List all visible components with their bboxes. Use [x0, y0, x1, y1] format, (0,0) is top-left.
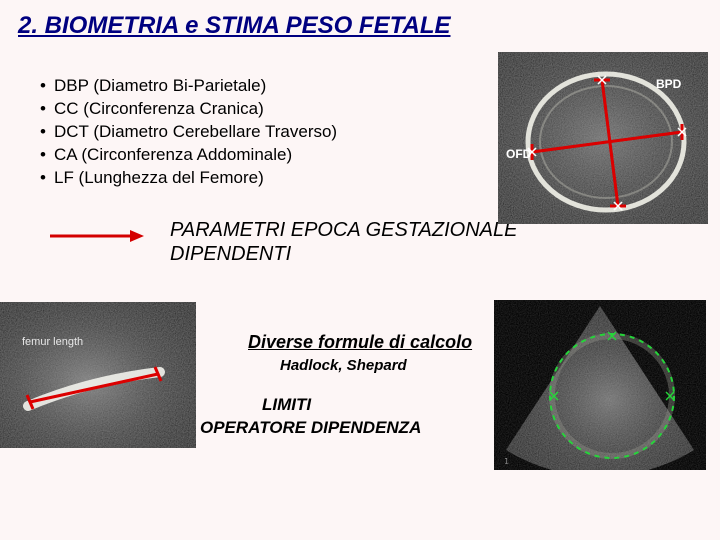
slide-title: 2. BIOMETRIA e STIMA PESO FETALE: [0, 0, 720, 40]
bullet-lf: •LF (Lunghezza del Femore): [40, 167, 337, 190]
ultrasound-femur-image: femur length: [0, 302, 196, 448]
bullet-cc-text: CC (Circonferenza Cranica): [54, 99, 264, 118]
bullet-ca: •CA (Circonferenza Addominale): [40, 144, 337, 167]
ultrasound-head-image: BPD OFD: [498, 52, 708, 224]
femur-length-label: femur length: [22, 336, 83, 348]
parametri-line1: PARAMETRI EPOCA GESTAZIONALE: [170, 219, 517, 241]
ofd-label: OFD: [506, 147, 532, 161]
bullet-ca-text: CA (Circonferenza Addominale): [54, 145, 292, 164]
bullet-dbp: •DBP (Diametro Bi-Parietale): [40, 75, 337, 98]
svg-text:1: 1: [504, 457, 509, 466]
operatore-dipendenza-text: OPERATORE DIPENDENZA: [200, 418, 421, 438]
parametri-gestazionale-text: PARAMETRI EPOCA GESTAZIONALE DIPENDENTI: [170, 218, 517, 266]
bullet-dbp-text: DBP (Diametro Bi-Parietale): [54, 76, 266, 95]
red-arrow-icon: [48, 228, 144, 249]
bullet-lf-text: LF (Lunghezza del Femore): [54, 168, 264, 187]
biometry-bullet-list: •DBP (Diametro Bi-Parietale) •CC (Circon…: [40, 75, 337, 190]
bullet-dct: •DCT (Diametro Cerebellare Traverso): [40, 121, 337, 144]
bullet-cc: •CC (Circonferenza Cranica): [40, 98, 337, 121]
bpd-label: BPD: [656, 77, 682, 91]
hadlock-shepard-text: Hadlock, Shepard: [280, 357, 407, 374]
ultrasound-abdomen-image: 1: [494, 300, 706, 470]
formule-di-calcolo-text: Diverse formule di calcolo: [248, 332, 472, 353]
limiti-text: LIMITI: [262, 395, 311, 415]
bullet-dct-text: DCT (Diametro Cerebellare Traverso): [54, 122, 337, 141]
parametri-line2: DIPENDENTI: [170, 243, 291, 265]
